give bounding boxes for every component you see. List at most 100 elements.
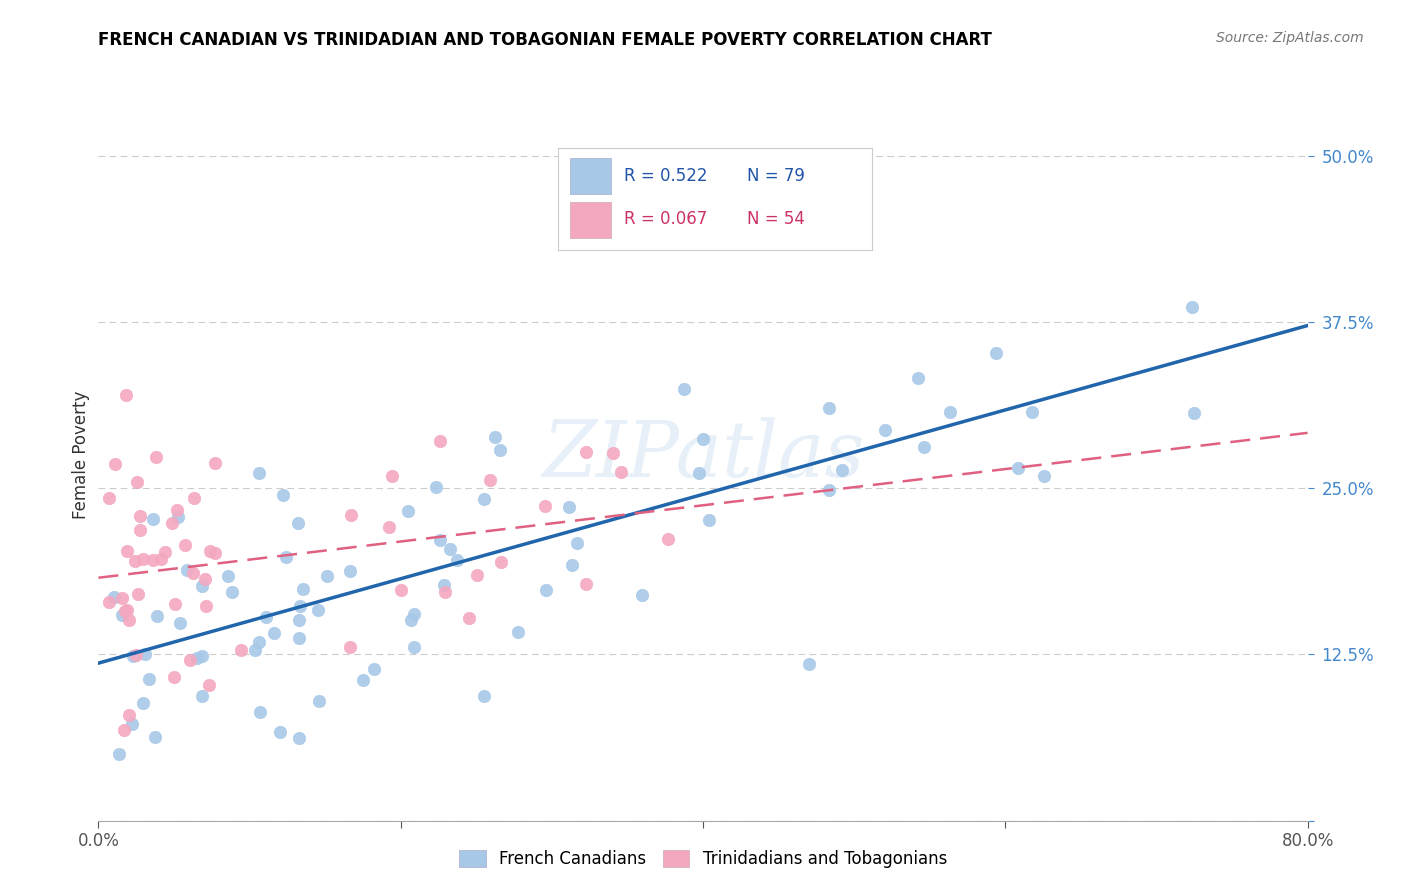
Point [288,613,311,627]
Text: N = 79: N = 79 [747,168,804,186]
Point [247,466,270,480]
Point [269,725,291,739]
Point [1182,406,1205,420]
Y-axis label: Female Poverty: Female Poverty [72,391,90,519]
Point [657,532,679,546]
Point [169,615,191,630]
Point [692,432,714,446]
Point [112,723,135,738]
Point [191,579,214,593]
Point [429,533,451,547]
Point [575,577,598,591]
Point [204,456,226,470]
Point [489,442,512,457]
Point [198,678,221,692]
Point [97,491,120,505]
Point [396,504,419,518]
Point [127,587,149,601]
Point [402,640,425,655]
Point [352,673,374,687]
Point [124,554,146,568]
Point [986,346,1008,360]
Point [363,662,385,676]
Point [221,585,243,599]
Point [163,670,186,684]
Point [439,541,461,556]
Point [491,555,513,569]
Point [534,500,557,514]
Point [111,607,134,622]
Point [404,607,426,621]
Point [111,591,134,605]
Point [165,597,187,611]
Point [128,508,150,523]
Point [125,648,148,662]
Point [176,563,198,577]
Text: FRENCH CANADIAN VS TRINIDADIAN AND TOBAGONIAN FEMALE POVERTY CORRELATION CHART: FRENCH CANADIAN VS TRINIDADIAN AND TOBAG… [98,31,993,49]
Point [183,491,205,506]
Point [339,564,361,578]
Point [1021,404,1043,418]
Point [797,657,820,672]
Legend: French Canadians, Trinidadians and Tobagonians: French Canadians, Trinidadians and Tobag… [453,843,953,874]
Point [378,520,401,534]
Point [194,599,217,613]
Point [288,731,311,746]
Point [146,608,169,623]
Point [465,568,488,582]
Point [191,649,214,664]
Point [132,552,155,566]
Point [245,643,267,657]
Point [125,475,148,489]
Point [472,491,495,506]
Point [117,543,139,558]
Point [558,500,581,514]
Point [472,689,495,703]
Point [186,650,208,665]
Bar [571,202,612,238]
Text: ZIPatlas: ZIPatlas [541,417,865,493]
Point [166,503,188,517]
Point [381,468,404,483]
Point [484,430,506,444]
Point [907,371,929,385]
Point [117,603,139,617]
Point [697,513,720,527]
Point [912,440,935,454]
Point [103,590,125,604]
Point [108,747,131,761]
Point [602,446,624,460]
Point [142,512,165,526]
Point [145,450,167,464]
Point [307,603,329,617]
Point [401,613,423,627]
Point [631,588,654,602]
Point [231,643,253,657]
Point [875,423,897,437]
Point [274,549,297,564]
Point [458,611,481,625]
Point [290,599,312,614]
Point [389,583,412,598]
Point [132,696,155,710]
Point [291,582,314,597]
Point [610,465,633,479]
Point [339,640,361,655]
Point [446,553,468,567]
Point [565,536,588,550]
Point [433,578,456,592]
Point [737,202,759,216]
Point [217,569,239,583]
Point [145,730,167,744]
Point [122,649,145,664]
Point [672,382,695,396]
Point [479,473,502,487]
Point [114,604,136,618]
Point [150,552,173,566]
Point [1181,300,1204,314]
Point [315,569,337,583]
Point [288,631,311,645]
Point [249,705,271,719]
Point [198,544,221,558]
Point [263,625,285,640]
